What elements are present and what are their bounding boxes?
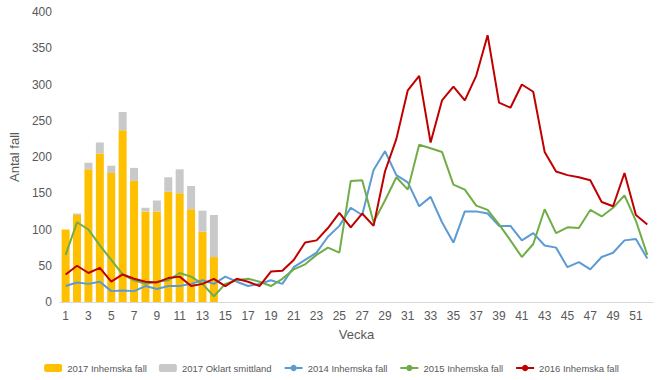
svg-text:47: 47 [584, 309, 598, 323]
svg-text:250: 250 [32, 114, 52, 128]
svg-text:49: 49 [606, 309, 620, 323]
svg-text:Vecka: Vecka [339, 327, 375, 342]
svg-text:41: 41 [515, 309, 529, 323]
svg-text:2015 Inhemska fall: 2015 Inhemska fall [423, 363, 503, 374]
svg-text:2016 Inhemska fall: 2016 Inhemska fall [539, 363, 619, 374]
svg-text:23: 23 [310, 309, 324, 323]
svg-text:35: 35 [447, 309, 461, 323]
svg-text:9: 9 [154, 309, 161, 323]
svg-text:5: 5 [108, 309, 115, 323]
svg-text:0: 0 [45, 295, 52, 309]
svg-text:300: 300 [32, 78, 52, 92]
svg-text:17: 17 [241, 309, 255, 323]
svg-text:29: 29 [378, 309, 392, 323]
svg-text:21: 21 [287, 309, 301, 323]
svg-text:51: 51 [629, 309, 643, 323]
svg-text:15: 15 [219, 309, 233, 323]
svg-text:13: 13 [196, 309, 210, 323]
svg-text:7: 7 [131, 309, 138, 323]
svg-text:19: 19 [264, 309, 278, 323]
svg-text:43: 43 [538, 309, 552, 323]
svg-text:Antal fall: Antal fall [7, 132, 22, 182]
svg-text:11: 11 [173, 309, 186, 323]
svg-text:50: 50 [39, 259, 53, 273]
svg-text:2014 Inhemska fall: 2014 Inhemska fall [308, 363, 388, 374]
svg-text:27: 27 [355, 309, 369, 323]
svg-text:350: 350 [32, 41, 52, 55]
svg-text:37: 37 [470, 309, 484, 323]
svg-text:400: 400 [32, 5, 52, 19]
svg-text:39: 39 [492, 309, 506, 323]
svg-text:1: 1 [62, 309, 69, 323]
svg-text:33: 33 [424, 309, 438, 323]
svg-text:45: 45 [561, 309, 575, 323]
svg-text:150: 150 [32, 186, 52, 200]
svg-text:2017 Oklart smittland: 2017 Oklart smittland [182, 363, 272, 374]
svg-text:200: 200 [32, 150, 52, 164]
svg-text:3: 3 [85, 309, 92, 323]
svg-text:2017 Inhemska fall: 2017 Inhemska fall [67, 363, 147, 374]
svg-text:100: 100 [32, 223, 52, 237]
svg-text:31: 31 [401, 309, 415, 323]
svg-text:25: 25 [333, 309, 347, 323]
